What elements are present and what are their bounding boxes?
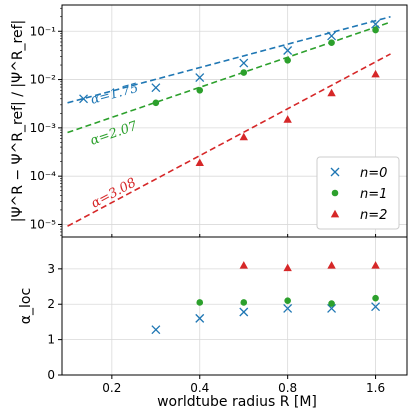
top-point-n1: [328, 39, 335, 47]
top-point-n0: [327, 31, 337, 41]
legend-marker-n1: [331, 189, 339, 197]
x-axis-label: worldtube radius R [M]: [157, 394, 317, 410]
bottom-point-n2: [239, 261, 248, 269]
top-point-n1: [196, 86, 204, 94]
top-point-n0: [195, 73, 205, 83]
top-point-n0-stroke: [327, 31, 337, 41]
top-point-n1: [372, 26, 379, 34]
top-panel-markers: [79, 19, 381, 167]
top-point-n0-stroke: [195, 73, 205, 83]
bottom-point-n0: [151, 325, 161, 335]
bottom-point-n0-stroke: [239, 307, 249, 317]
top-y-tick-label: 10⁻²: [30, 73, 57, 87]
bottom-point-n2: [283, 263, 292, 272]
top-point-n2: [283, 115, 292, 123]
bottom-point-n0-stroke: [195, 313, 205, 323]
top-point-n0: [371, 19, 381, 29]
bottom-point-n0-stroke: [151, 325, 161, 335]
top-point-n0-stroke: [79, 94, 89, 104]
top-point-n0-stroke: [239, 58, 249, 68]
top-y-tick-label: 10⁻⁴: [30, 169, 57, 183]
legend-label-n2: n=2: [360, 208, 387, 223]
legend: n=0 n=1 n=2: [316, 156, 400, 230]
top-panel-fit-lines: [67, 15, 391, 227]
bottom-y-tick-label: 1: [47, 333, 55, 347]
bottom-y-tick-label: 0: [47, 368, 55, 382]
fit-line-n1: [67, 21, 391, 134]
bottom-y-axis-label: α_loc: [18, 288, 34, 324]
top-point-n1: [284, 57, 291, 64]
top-point-n2: [371, 69, 380, 78]
top-point-n0: [79, 94, 89, 104]
top-y-axis-label: |Ψ^R − Ψ^R_ref| / |Ψ^R_ref|: [10, 20, 26, 223]
bottom-point-n1: [196, 299, 204, 306]
fit-annotation-n0: α=1.75: [89, 81, 140, 108]
bottom-panel-frame: [61, 236, 408, 376]
bottom-point-n1: [328, 300, 335, 307]
top-point-n1: [152, 99, 160, 107]
bottom-y-tick-label: 3: [47, 262, 55, 276]
legend-label-n1: n=1: [360, 187, 387, 202]
bottom-point-n0: [195, 313, 205, 323]
top-point-n0-stroke: [283, 46, 293, 55]
top-point-n0: [283, 46, 293, 55]
bottom-point-n0: [327, 304, 337, 313]
bottom-point-n0: [371, 302, 381, 312]
bottom-point-n0-stroke: [327, 304, 337, 313]
fit-line-n0: [67, 15, 391, 104]
legend-marker-n2: [330, 209, 340, 218]
fit-annotation-n2: α=3.08: [89, 175, 139, 211]
bottom-point-n2: [371, 261, 380, 269]
bottom-panel-grid: [62, 237, 407, 376]
bottom-point-n0-stroke: [283, 304, 293, 313]
top-y-tick-label: 10⁻¹: [30, 24, 57, 38]
top-point-n2: [327, 88, 336, 97]
bottom-point-n1: [284, 297, 291, 304]
legend-label-n0: n=0: [360, 166, 387, 181]
fit-annotations: α=1.75α=2.07α=3.08: [88, 81, 140, 212]
bottom-point-n0: [283, 304, 293, 313]
axis-ticks: 10⁻⁵ 10⁻⁴ 10⁻³ 10⁻² 10⁻¹ 0 1 2 3 0.2 0.4 0.8 1.6: [30, 7, 385, 395]
bottom-point-n0: [239, 307, 249, 317]
top-y-tick-label: 10⁻³: [30, 121, 57, 135]
bottom-point-n2: [327, 261, 336, 269]
bottom-y-tick-label: 2: [47, 297, 55, 311]
top-y-tick-label: 10⁻⁵: [30, 217, 57, 231]
bottom-point-n0-stroke: [371, 302, 381, 312]
bottom-point-n1: [372, 294, 379, 302]
bottom-x-tick-label: 0.8: [278, 381, 297, 395]
bottom-x-tick-label: 0.2: [102, 381, 121, 395]
legend-marker-n0-stroke: [330, 167, 340, 177]
top-point-n2: [239, 132, 248, 141]
bottom-x-tick-label: 0.4: [190, 381, 209, 395]
top-point-n0-stroke: [151, 83, 161, 93]
top-point-n2: [195, 158, 204, 167]
top-point-n0: [239, 58, 249, 68]
fit-line-n2: [67, 53, 391, 227]
bottom-point-n1: [240, 299, 248, 306]
bottom-panel-markers: [151, 261, 381, 335]
legend-marker-n0: [330, 167, 340, 177]
top-point-n0-stroke: [371, 19, 381, 29]
top-point-n1: [240, 69, 248, 76]
bottom-x-tick-label: 1.6: [366, 381, 385, 395]
top-point-n0: [151, 83, 161, 93]
top-panel-grid: [62, 5, 407, 237]
